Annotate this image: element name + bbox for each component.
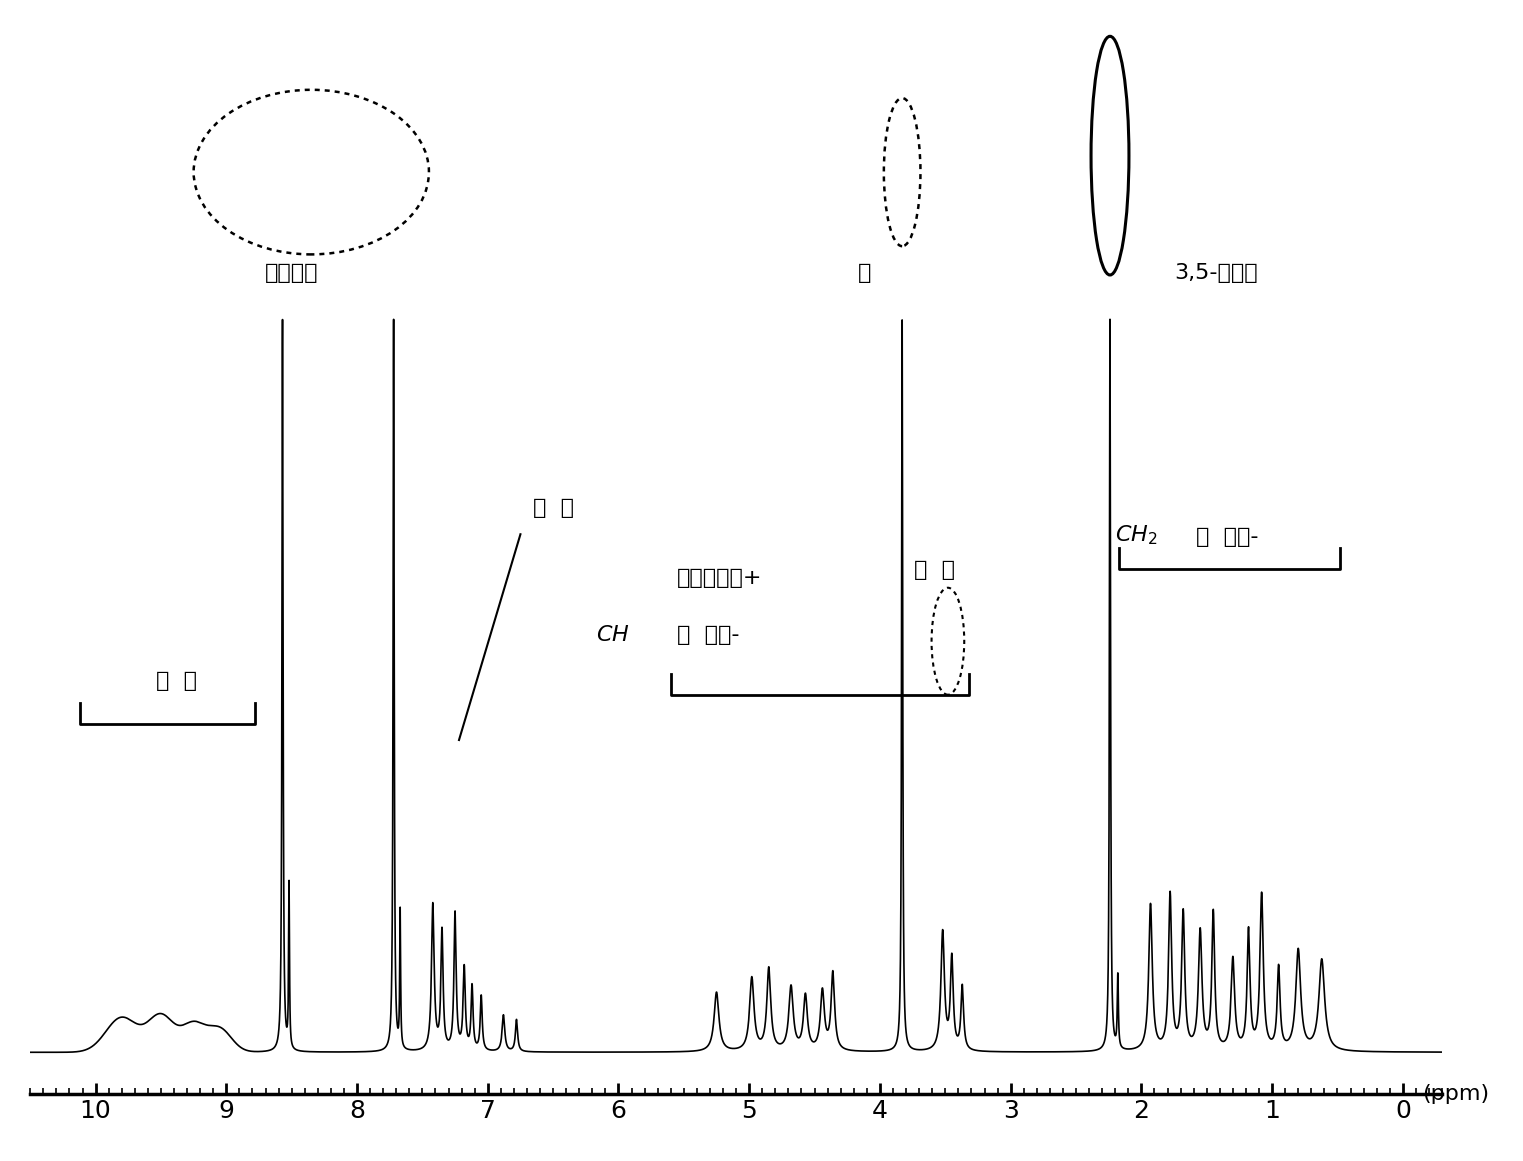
Text: 氨  基: 氨 基 [157,671,196,691]
Text: $CH$: $CH$ [597,626,631,646]
Text: 环  己基-: 环 己基- [1196,527,1260,547]
Text: (ppm): (ppm) [1422,1084,1489,1104]
Text: $CH_2$: $CH_2$ [1115,522,1157,547]
Text: 氘代吵啦: 氘代吵啦 [265,264,318,283]
Text: 3,5-二甲基: 3,5-二甲基 [1174,264,1258,283]
Text: 环  己基-: 环 己基- [678,626,740,646]
Text: 甲  醇: 甲 醇 [914,560,955,579]
Text: 水: 水 [857,264,871,283]
Text: 苯  基: 苯 基 [533,498,574,518]
Text: 葡萄糖单元+: 葡萄糖单元+ [678,568,763,587]
